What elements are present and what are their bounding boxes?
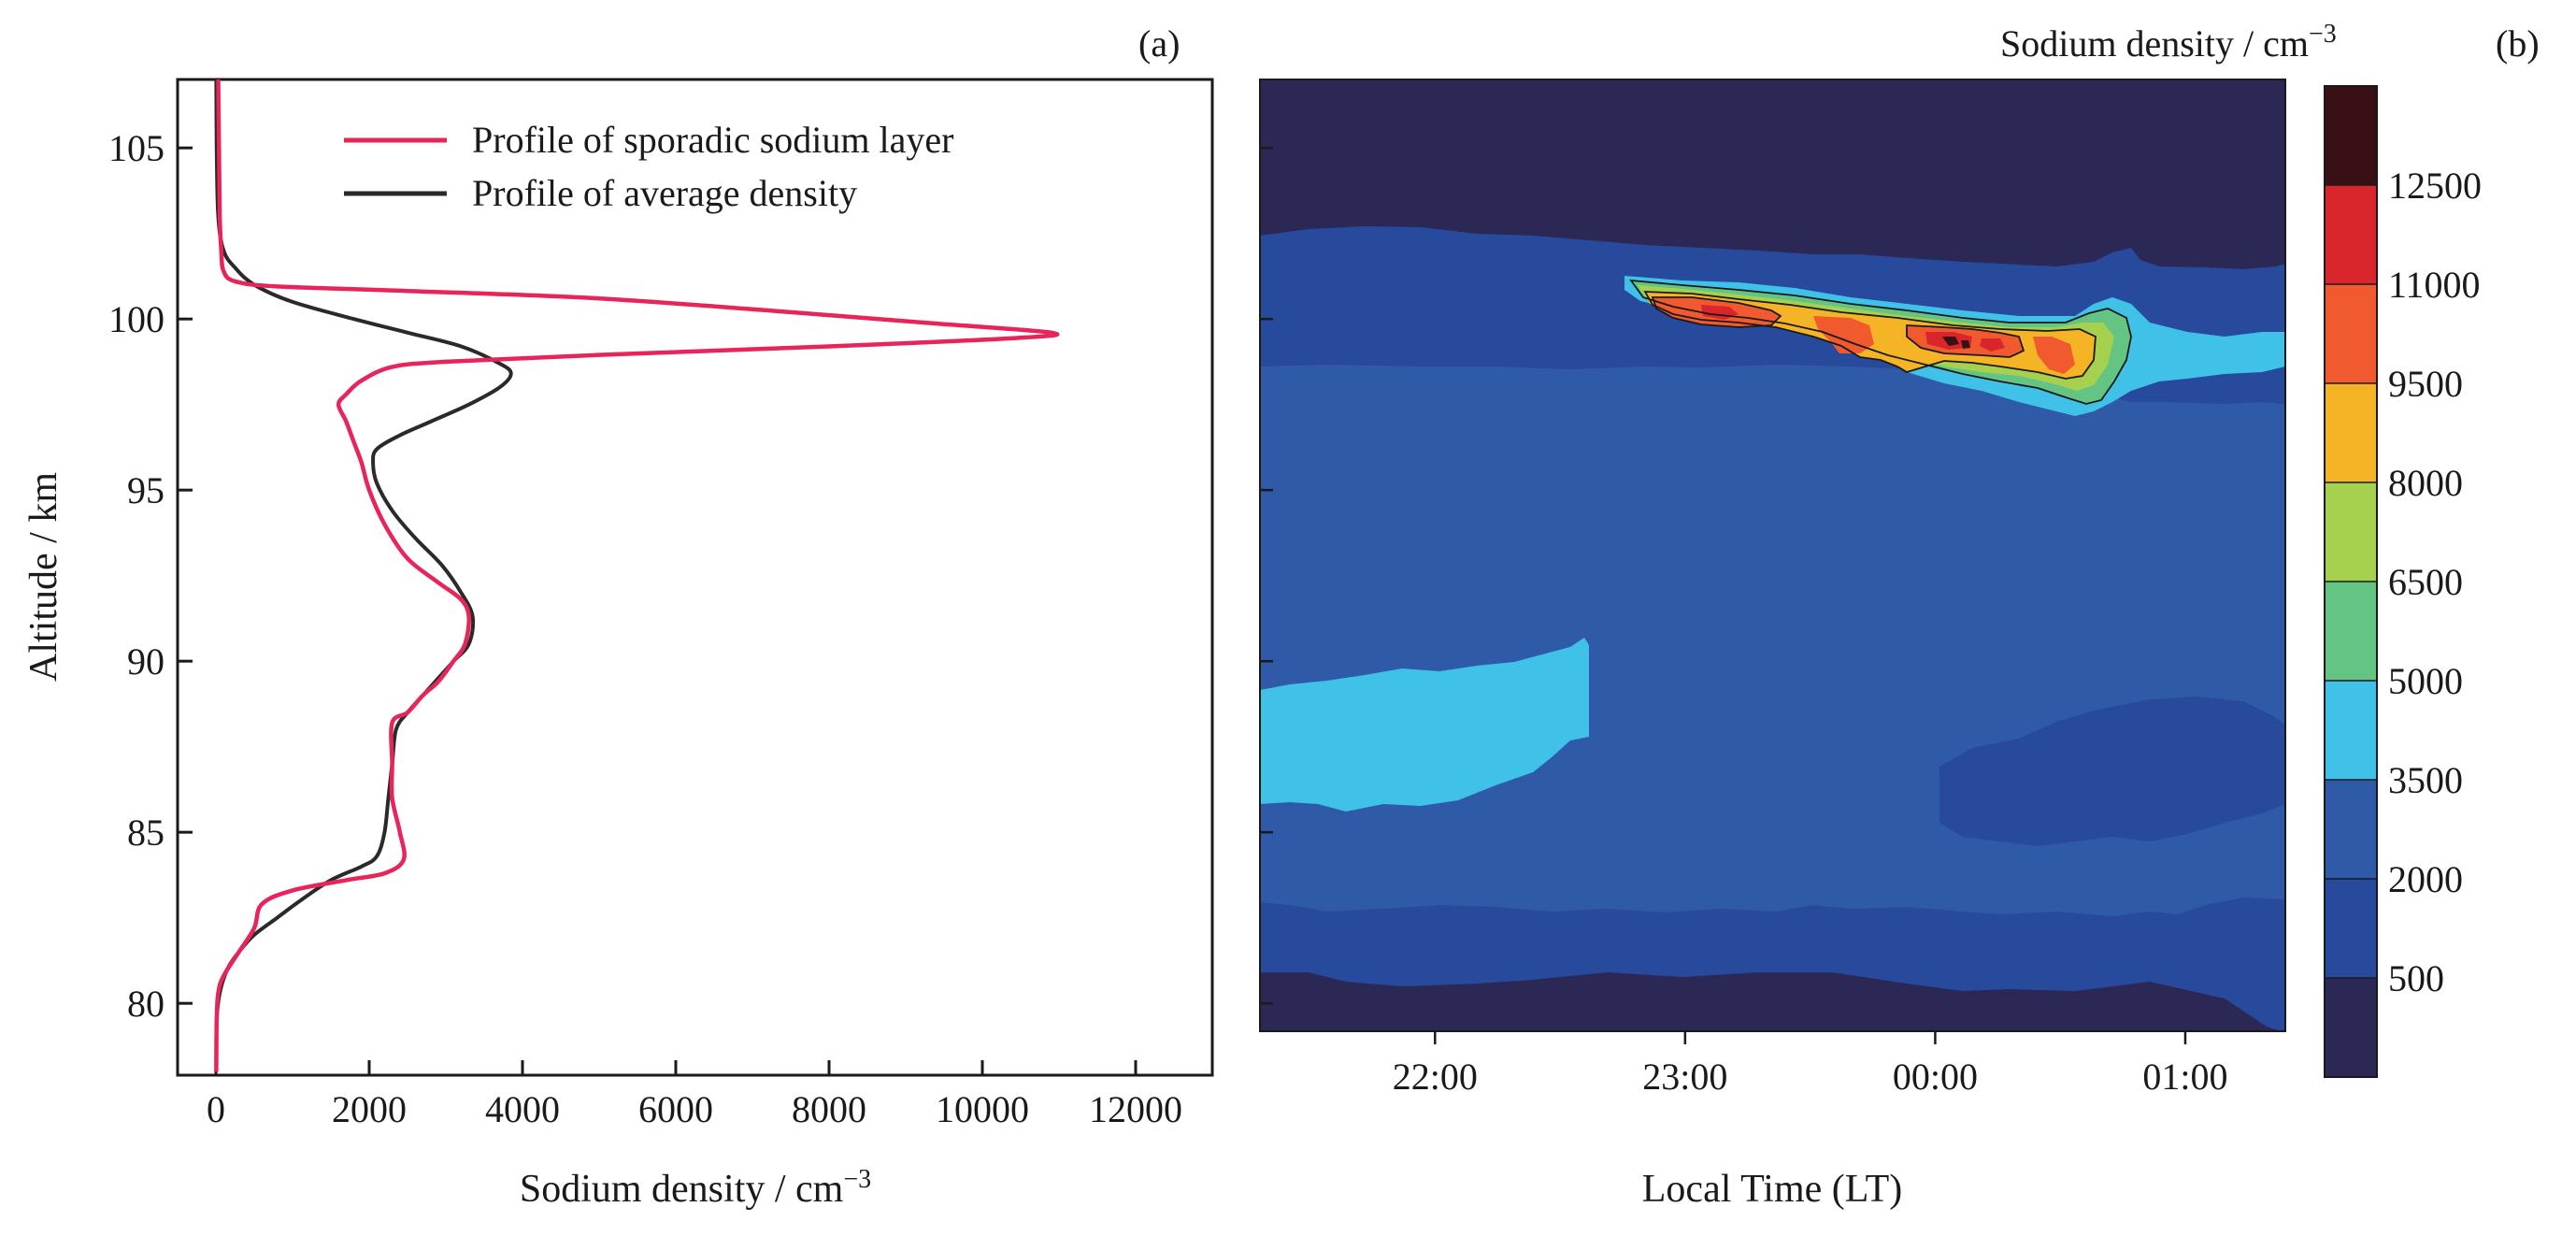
- y-tick-label: 80: [127, 983, 165, 1025]
- x-tick-label: 22:00: [1393, 1056, 1478, 1098]
- panel-a-y-axis: 80 85 90 95 100 105: [108, 127, 193, 1025]
- colorbar-swatch: [2325, 879, 2377, 979]
- colorbar-swatch: [2325, 284, 2377, 384]
- colorbar-label: 12500: [2388, 165, 2482, 207]
- x-tick-label: 23:00: [1642, 1056, 1727, 1098]
- colorbar-swatch: [2325, 978, 2377, 1078]
- colorbar-label: 8000: [2388, 462, 2463, 504]
- contour-patch-lower-left-3500: [1260, 638, 1589, 812]
- colorbar-swatch: [2325, 185, 2377, 285]
- colorbar-swatch: [2325, 582, 2377, 682]
- x-tick-label: 6000: [638, 1088, 713, 1130]
- contour-level-12500: [1942, 337, 1970, 349]
- colorbar-label: 3500: [2388, 759, 2463, 801]
- colorbar-label: 6500: [2388, 561, 2463, 603]
- colorbar-label: 5000: [2388, 660, 2463, 702]
- y-tick-label: 100: [108, 298, 165, 340]
- contour-level-9500: [1653, 297, 2075, 374]
- contour-line-outer: [1629, 279, 2132, 405]
- legend-label-average: Profile of average density: [472, 172, 857, 214]
- x-tick-label: 4000: [485, 1088, 560, 1130]
- panel-b: Sodium density / cm−3 (b): [1259, 20, 2540, 1211]
- colorbar-swatch: [2325, 86, 2377, 186]
- colorbar-swatch: [2325, 780, 2377, 880]
- panel-b-label: (b): [2496, 22, 2540, 65]
- colorbar-swatch: [2325, 482, 2377, 582]
- x-tick-label: 10000: [936, 1088, 1029, 1130]
- y-tick-label: 105: [108, 127, 165, 169]
- x-tick-label: 8000: [792, 1088, 866, 1130]
- colorbar-label: 9500: [2388, 363, 2463, 405]
- x-tick-label: 2000: [332, 1088, 407, 1130]
- y-tick-label: 90: [127, 640, 165, 683]
- panel-a-y-label: Altitude / km: [22, 472, 65, 682]
- x-tick-label: 01:00: [2142, 1056, 2227, 1098]
- panel-a-x-axis: 0 2000 4000 6000 8000 10000 12000: [207, 1060, 1182, 1130]
- panel-a: (a) 80 85 90 95 100 105 0 2000 4000 6000 8000 1000…: [22, 22, 1214, 1212]
- series-average-density-line: [214, 79, 513, 1072]
- contour-line-inner: [1643, 291, 2097, 380]
- panel-b-frame: [1259, 79, 2286, 1032]
- y-tick-label: 95: [127, 469, 165, 511]
- panel-b-y-ticks: [1260, 146, 1273, 1005]
- contour-patch-lower-right: [1939, 697, 2285, 846]
- colorbar-swatch: [2325, 383, 2377, 483]
- colorbar-label: 500: [2388, 957, 2444, 999]
- x-tick-label: 00:00: [1893, 1056, 1978, 1098]
- colorbar-swatch: [2325, 681, 2377, 781]
- contour-level-11000: [1701, 305, 2005, 352]
- colorbar-label: 2000: [2388, 858, 2463, 900]
- colorbar-label: 11000: [2388, 264, 2481, 306]
- series-sporadic-layer-line: [214, 79, 1060, 1072]
- panel-b-x-label: Local Time (LT): [1642, 1168, 1902, 1211]
- colorbar-title: Sodium density / cm−3: [2000, 20, 2337, 65]
- y-tick-label: 85: [127, 812, 165, 854]
- x-tick-label: 12000: [1089, 1088, 1182, 1130]
- panel-a-label: (a): [1138, 22, 1180, 65]
- legend-label-sporadic: Profile of sporadic sodium layer: [472, 119, 953, 161]
- panel-b-x-axis: 22:00 23:00 00:00 01:00: [1393, 1031, 2228, 1098]
- panel-a-x-label: Sodium density / cm−3: [520, 1165, 871, 1212]
- heatmap-contours: [1260, 79, 2285, 1031]
- panel-a-frame: [176, 78, 1214, 1077]
- contour-line-core: [1651, 296, 2025, 358]
- contour-lines: [1629, 279, 2132, 405]
- x-tick-label: 0: [207, 1088, 225, 1130]
- legend: Profile of sporadic sodium layer Profile…: [344, 119, 953, 214]
- colorbar: 500 2000 3500 5000 6500 8000 9500 11000 12500: [2324, 85, 2482, 1078]
